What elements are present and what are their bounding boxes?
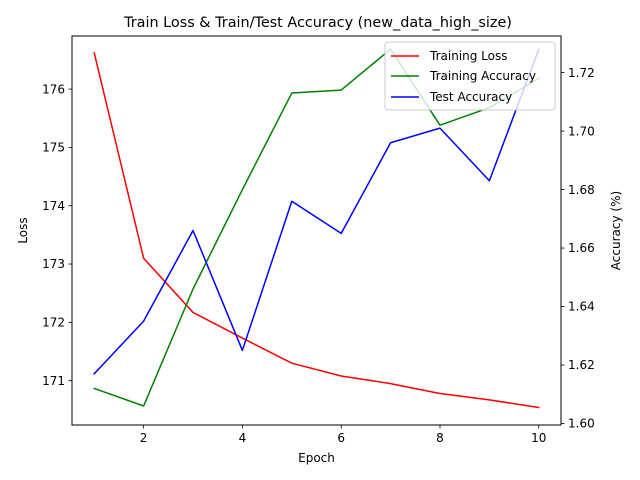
y-right-tick-label: 1.66 (568, 241, 595, 255)
legend-label-training-loss: Training Loss (429, 49, 507, 63)
legend-box (384, 41, 556, 111)
x-tick-label: 10 (531, 431, 546, 445)
x-tick-label: 4 (239, 431, 247, 445)
y-right-tick-label: 1.68 (568, 183, 595, 197)
x-axis-label: Epoch (298, 451, 335, 465)
y-left-tick-label: 171 (42, 374, 65, 388)
y-right-tick-label: 1.70 (568, 124, 595, 138)
y-right-tick-label: 1.72 (568, 66, 595, 80)
legend-label-test-accuracy: Test Accuracy (429, 90, 512, 104)
y-right-tick-label: 1.60 (568, 417, 595, 431)
chart-title: Train Loss & Train/Test Accuracy (new_da… (123, 15, 512, 31)
y-left-tick-label: 172 (42, 316, 65, 330)
x-tick-label: 6 (337, 431, 345, 445)
legend-label-training-accuracy: Training Accuracy (429, 69, 536, 83)
x-tick-label: 2 (140, 431, 148, 445)
y-left-tick-label: 175 (42, 141, 65, 155)
legend: Training Loss Training Accuracy Test Acc… (384, 41, 556, 111)
x-tick-label: 8 (436, 431, 444, 445)
series-line-training-accuracy (93, 48, 540, 407)
series-layer (93, 48, 540, 409)
y-right-tick-label: 1.64 (568, 300, 595, 314)
series-line-test-accuracy (93, 48, 540, 375)
y-left-tick-label: 173 (42, 257, 65, 271)
y-right-tick-label: 1.62 (568, 358, 595, 372)
y-left-tick-label: 176 (42, 82, 65, 96)
plot-frame (71, 35, 562, 426)
y-left-tick-label: 174 (42, 199, 65, 213)
ticks-layer: 2 4 6 8 10 171 172 173 174 175 176 1.60 1.62 1.64 1.66… (42, 66, 595, 445)
y-axis-left-label: Loss (16, 217, 30, 243)
y-axis-right-label: Accuracy (%) (609, 191, 623, 270)
series-line-training-loss (93, 52, 540, 409)
